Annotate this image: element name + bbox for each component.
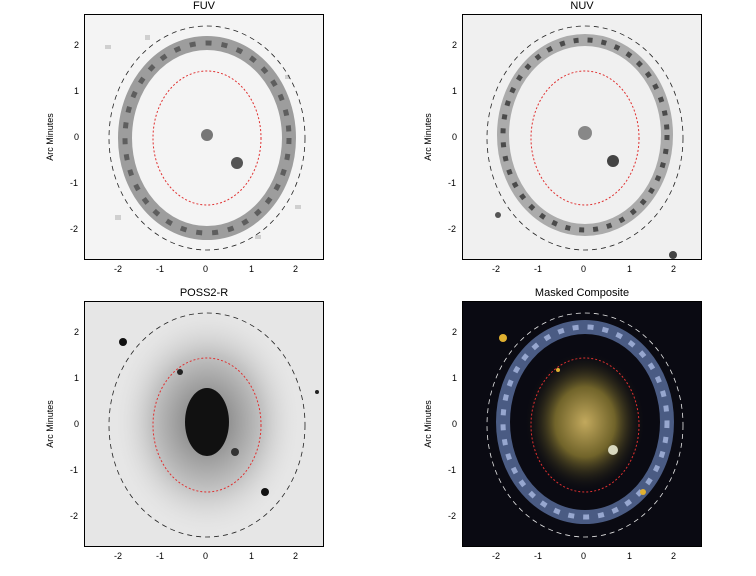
poss2r-image [85,302,323,546]
nuv-image [463,15,701,259]
image-frame [462,301,702,547]
x-tick: -2 [114,264,123,274]
y-tick: -2 [70,224,79,234]
fuv-image [85,15,323,259]
y-tick: 2 [74,40,80,50]
panel-nuv: NUV Arc Minutes 2 1 0 -1 -2 -2 -1 0 1 2 [423,0,702,274]
y-tick: 1 [452,373,458,383]
y-tick: -2 [70,511,79,521]
x-tick: 2 [671,551,677,561]
y-tick: -1 [70,178,79,188]
y-tick: -1 [70,465,79,475]
x-tick: 1 [249,551,255,561]
x-tick: 2 [293,551,299,561]
x-tick: -1 [534,551,543,561]
x-tick: -2 [114,551,123,561]
panel-fuv: FUV Arc Minutes 2 1 0 -1 -2 -2 -1 0 1 2 [45,0,324,274]
x-tick: 1 [249,264,255,274]
y-axis-label: Arc Minutes [44,400,55,448]
y-tick: -2 [448,511,457,521]
x-tick: 1 [627,264,633,274]
x-tick: 1 [627,551,633,561]
y-tick: -2 [448,224,457,234]
y-tick: 2 [452,40,458,50]
y-tick: 0 [452,419,458,429]
x-tick: -1 [156,551,165,561]
y-tick: 1 [74,86,80,96]
y-axis-label: Arc Minutes [422,400,433,448]
image-frame [84,14,324,260]
panel-masked-composite: Masked Composite Arc Minutes 2 1 0 -1 [423,287,702,561]
x-tick: 0 [203,264,209,274]
panel-poss2r: POSS2-R Arc Minutes 2 1 0 -1 [45,287,324,561]
panel-title: POSS2-R [179,287,229,299]
panel-title: NUV [570,0,594,12]
x-tick: 0 [581,551,587,561]
y-tick: 0 [74,419,80,429]
y-tick: 2 [74,327,80,337]
x-tick: -1 [156,264,165,274]
y-tick: 2 [452,327,458,337]
x-tick: 2 [671,264,677,274]
image-frame [462,14,702,260]
y-tick: 0 [452,132,458,142]
x-tick: 0 [203,551,209,561]
panel-title: Masked Composite [534,287,630,299]
x-tick: 2 [293,264,299,274]
image-frame [84,301,324,547]
x-tick: -1 [534,264,543,274]
panel-title: FUV [193,0,215,12]
composite-image [463,302,701,546]
x-tick: -2 [492,264,501,274]
y-tick: 0 [74,132,80,142]
x-tick: -2 [492,551,501,561]
y-tick: -1 [448,465,457,475]
y-tick: -1 [448,178,457,188]
y-axis-label: Arc Minutes [44,113,55,161]
y-tick: 1 [74,373,80,383]
y-tick: 1 [452,86,458,96]
x-tick: 0 [581,264,587,274]
y-axis-label: Arc Minutes [422,113,433,161]
